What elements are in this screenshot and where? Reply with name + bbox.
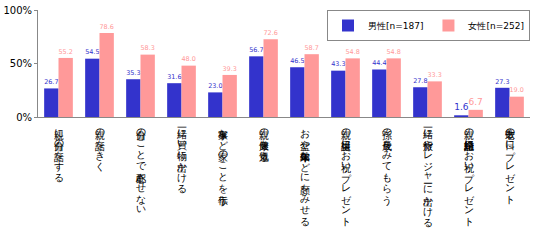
html-text:一緒に買い物に出かける: 一緒に買い物に出かける <box>176 122 187 188</box>
svg-text:54.5: 54.5 <box>85 48 99 56</box>
html-text:親の健康を気遣う: 親の健康を気遣う <box>258 122 269 155</box>
svg-text:58.3: 58.3 <box>141 44 155 52</box>
html-text:親の結婚記念日にお祝い・プレゼント: 親の結婚記念日にお祝い・プレゼント <box>463 122 474 221</box>
svg-text:100%: 100% <box>3 5 32 16</box>
html-text:親の誕生日にお祝い・プレゼント: 親の誕生日にお祝い・プレゼント <box>340 122 351 221</box>
html-text:敬老の日にプレゼント: 敬老の日にプレゼント <box>504 122 515 199</box>
html-text:自分のことで心配させない: 自分のことで心配させない <box>135 122 146 210</box>
svg-text:58.7: 58.7 <box>305 44 319 52</box>
html-text:一緒に旅行やレジャーに出かける: 一緒に旅行やレジャーに出かける <box>422 122 433 222</box>
svg-text:27.3: 27.3 <box>495 78 509 86</box>
svg-text:78.6: 78.6 <box>100 23 114 31</box>
svg-text:26.7: 26.7 <box>44 78 58 86</box>
svg-text:55.2: 55.2 <box>59 48 73 56</box>
svg-text:6.7: 6.7 <box>469 97 483 107</box>
svg-text:女性[n=252]: 女性[n=252] <box>468 21 523 31</box>
svg-text:0%: 0% <box>16 112 32 123</box>
svg-text:43.3: 43.3 <box>331 60 345 68</box>
html-text:お盆や年末年始などに顔をみせる: お盆や年末年始などに顔をみせる <box>299 122 310 221</box>
svg-text:39.3: 39.3 <box>223 65 237 73</box>
html-text:家事など家のことを手伝う: 家事など家のことを手伝う <box>217 122 228 199</box>
svg-text:27.8: 27.8 <box>413 77 427 85</box>
svg-text:1.6: 1.6 <box>454 102 469 112</box>
html-text:親の話をきく: 親の話をきく <box>94 122 105 166</box>
html-text:孫の成長をみてもらう: 孫の成長をみてもらう <box>381 122 392 199</box>
svg-text:23.0: 23.0 <box>208 82 222 90</box>
svg-text:54.8: 54.8 <box>387 48 401 56</box>
svg-text:男性[n=187]: 男性[n=187] <box>368 21 423 31</box>
svg-text:50%: 50% <box>10 58 32 69</box>
svg-text:33.3: 33.3 <box>428 71 442 79</box>
html-text:親に自分の話をする: 親に自分の話をする <box>53 122 64 177</box>
svg-text:19.0: 19.0 <box>510 86 524 94</box>
svg-text:31.6: 31.6 <box>167 73 181 81</box>
svg-text:35.3: 35.3 <box>126 69 140 77</box>
svg-text:44.4: 44.4 <box>372 59 386 67</box>
svg-text:54.8: 54.8 <box>346 48 360 56</box>
svg-text:46.5: 46.5 <box>290 57 304 65</box>
svg-text:56.7: 56.7 <box>249 46 263 54</box>
svg-text:48.0: 48.0 <box>182 55 196 63</box>
svg-text:72.6: 72.6 <box>264 29 278 37</box>
